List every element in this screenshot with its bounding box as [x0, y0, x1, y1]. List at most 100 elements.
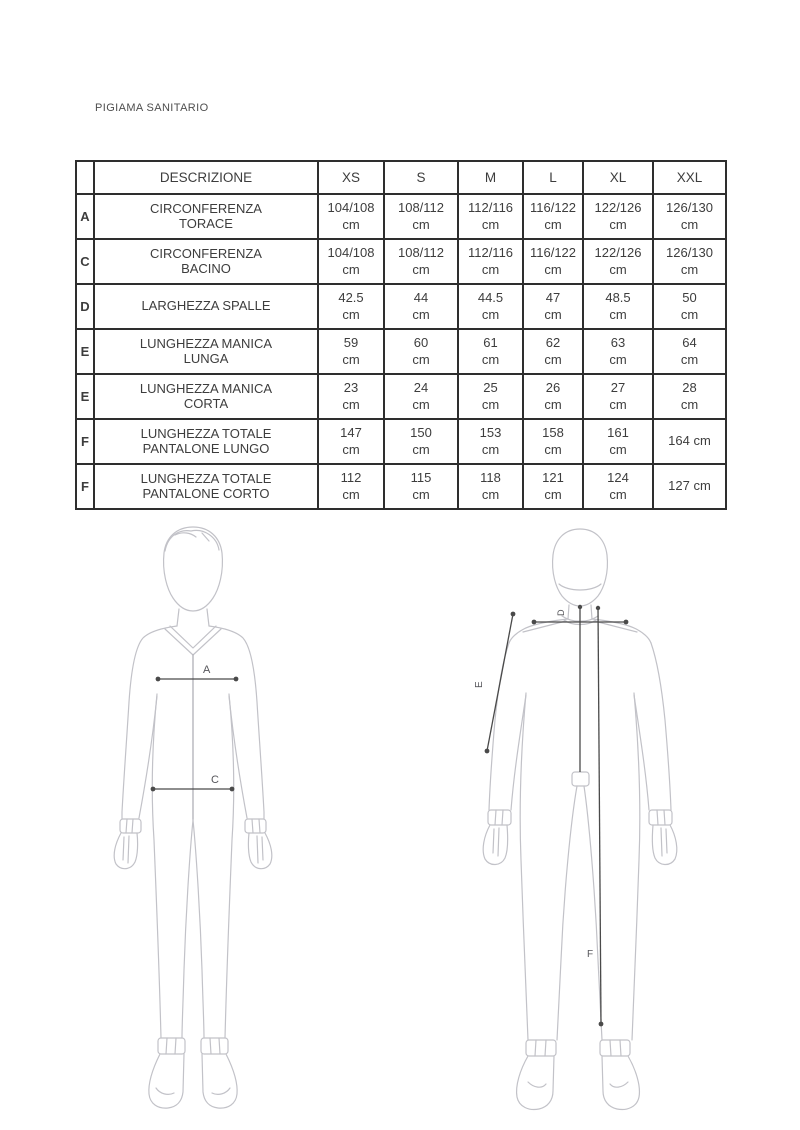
- unit: cm: [680, 306, 699, 322]
- unit: cm: [680, 216, 699, 232]
- row-letter: D: [75, 283, 95, 330]
- size-value-cell: 121 cm: [522, 463, 584, 510]
- value: 108/112: [397, 200, 445, 216]
- size-value-cell: 126/130 cm: [652, 193, 727, 240]
- unit: cm: [609, 396, 627, 412]
- row-letter: F: [75, 463, 95, 510]
- unit: cm: [544, 396, 562, 412]
- size-value-cell: 158 cm: [522, 418, 584, 465]
- size-value-cell: 61 cm: [457, 328, 524, 375]
- value: 23: [343, 380, 359, 396]
- table-row: C CIRCONFERENZA BACINO 104/108 cm 108/112…: [75, 238, 727, 285]
- unit: cm: [680, 351, 699, 367]
- value: 108/112: [397, 245, 445, 261]
- unit: cm: [609, 486, 627, 502]
- front-figure-lineart: [113, 526, 273, 1109]
- row-description: LUNGHEZZA MANICA LUNGA: [93, 328, 319, 375]
- size-value-cell: 59 cm: [317, 328, 385, 375]
- value: 112/116: [467, 200, 514, 216]
- back-measure-sleeve: E: [474, 611, 516, 754]
- size-value-cell: 115 cm: [383, 463, 459, 510]
- unit: cm: [481, 306, 500, 322]
- row-description: LUNGHEZZA TOTALE PANTALONE LUNGO: [93, 418, 319, 465]
- value: 60: [413, 335, 429, 351]
- unit: cm: [481, 261, 500, 277]
- unit: cm: [544, 306, 562, 322]
- unit: cm: [412, 441, 430, 457]
- value: 153: [479, 425, 502, 441]
- size-value-cell: 104/108 cm: [317, 238, 385, 285]
- size-value-cell: 164 cm: [652, 418, 727, 465]
- size-value-cell: 150 cm: [383, 418, 459, 465]
- unit: cm: [609, 306, 627, 322]
- size-value-cell: 112 cm: [317, 463, 385, 510]
- value: 61: [483, 335, 498, 351]
- unit: cm: [412, 216, 430, 232]
- size-value-cell: 104/108 cm: [317, 193, 385, 240]
- front-measure-chest: A: [155, 664, 239, 682]
- unit: cm: [342, 261, 360, 277]
- size-value-cell: 118 cm: [457, 463, 524, 510]
- value: 122/126: [594, 245, 642, 261]
- row-description: LUNGHEZZA MANICA CORTA: [93, 373, 319, 420]
- header-size-xxl: XXL: [652, 160, 727, 195]
- unit: cm: [544, 441, 562, 457]
- unit: cm: [412, 351, 430, 367]
- header-size-l: L: [522, 160, 584, 195]
- value: 116/122: [529, 245, 577, 261]
- size-value-cell: 108/112 cm: [383, 193, 459, 240]
- size-value-cell: 116/122 cm: [522, 238, 584, 285]
- size-value-cell: 122/126 cm: [582, 238, 654, 285]
- garment-front-view-drawing: A C: [113, 526, 273, 1109]
- size-value-cell: 124 cm: [582, 463, 654, 510]
- unit: cm: [544, 486, 562, 502]
- unit: cm: [412, 261, 430, 277]
- value: 62: [545, 335, 561, 351]
- header-size-xs: XS: [317, 160, 385, 195]
- value: 147: [340, 425, 362, 441]
- header-size-xl: XL: [582, 160, 654, 195]
- size-value-cell: 25 cm: [457, 373, 524, 420]
- header-descrizione: DESCRIZIONE: [93, 160, 319, 195]
- value: 64: [682, 335, 697, 351]
- value: 48.5: [605, 290, 631, 306]
- value: 127 cm: [668, 478, 711, 494]
- unit: cm: [342, 216, 360, 232]
- value: 115: [410, 470, 432, 486]
- hip-arrow-label: C: [211, 774, 219, 786]
- unit: cm: [412, 486, 430, 502]
- page-title: PIGIAMA SANITARIO: [95, 102, 209, 114]
- unit: cm: [680, 396, 699, 412]
- value: 121: [542, 470, 564, 486]
- unit: cm: [544, 351, 562, 367]
- size-value-cell: 47 cm: [522, 283, 584, 330]
- size-value-cell: 112/116 cm: [457, 193, 524, 240]
- sleeve-arrow-label: E: [474, 681, 485, 688]
- size-value-cell: 126/130 cm: [652, 238, 727, 285]
- value: 104/108: [327, 245, 375, 261]
- size-value-cell: 161 cm: [582, 418, 654, 465]
- value: 104/108: [327, 200, 375, 216]
- size-value-cell: 62 cm: [522, 328, 584, 375]
- size-value-cell: 122/126 cm: [582, 193, 654, 240]
- unit: cm: [544, 261, 562, 277]
- row-description: LUNGHEZZA TOTALE PANTALONE CORTO: [93, 463, 319, 510]
- unit: cm: [544, 216, 562, 232]
- value: 44.5: [477, 290, 504, 306]
- size-value-cell: 108/112 cm: [383, 238, 459, 285]
- value: 25: [483, 380, 498, 396]
- size-value-cell: 28 cm: [652, 373, 727, 420]
- size-value-cell: 42.5 cm: [317, 283, 385, 330]
- back-measure-back-length: [577, 604, 583, 772]
- size-value-cell: 27 cm: [582, 373, 654, 420]
- back-measure-total-length: F: [587, 605, 604, 1027]
- garment-back-view-drawing: D E F: [474, 528, 678, 1111]
- row-letter: C: [75, 238, 95, 285]
- value: 50: [682, 290, 697, 306]
- unit: cm: [481, 441, 500, 457]
- value: 44: [413, 290, 429, 306]
- value: 24: [413, 380, 429, 396]
- size-value-cell: 127 cm: [652, 463, 727, 510]
- unit: cm: [342, 441, 360, 457]
- size-value-cell: 63 cm: [582, 328, 654, 375]
